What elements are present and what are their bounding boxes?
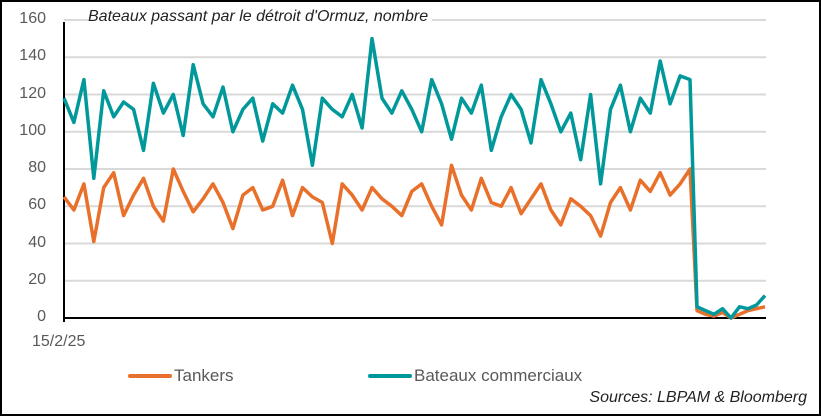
y-tick-label: 100 bbox=[19, 121, 46, 139]
y-tick-label: 160 bbox=[19, 10, 46, 27]
chart-title: Bateaux passant par le détroit d'Ormuz, … bbox=[88, 8, 433, 26]
y-tick-label: 0 bbox=[37, 308, 46, 325]
gridlines bbox=[64, 19, 766, 282]
legend-swatch-commercial bbox=[368, 374, 412, 378]
legend-label-commercial: Bateaux commerciaux bbox=[414, 366, 583, 385]
source-note: Sources: LBPAM & Bloomberg bbox=[589, 389, 807, 406]
y-tick-label: 120 bbox=[19, 84, 46, 102]
legend-item-commercial: Bateaux commerciaux bbox=[368, 366, 582, 386]
y-tick-label: 60 bbox=[28, 196, 46, 214]
x-tick-label: 15/2/25 bbox=[32, 333, 86, 350]
y-tick-label: 20 bbox=[28, 270, 46, 288]
legend-item-tankers: Tankers bbox=[128, 366, 234, 386]
y-tick-label: 80 bbox=[28, 159, 46, 176]
series-line-tankers bbox=[62, 163, 766, 320]
legend-label-tankers: Tankers bbox=[174, 366, 234, 385]
series-line-commercial-ships bbox=[62, 36, 767, 320]
y-tick-label: 140 bbox=[19, 47, 46, 65]
legend-swatch-tankers bbox=[128, 374, 172, 378]
y-tick-label: 40 bbox=[28, 233, 46, 251]
